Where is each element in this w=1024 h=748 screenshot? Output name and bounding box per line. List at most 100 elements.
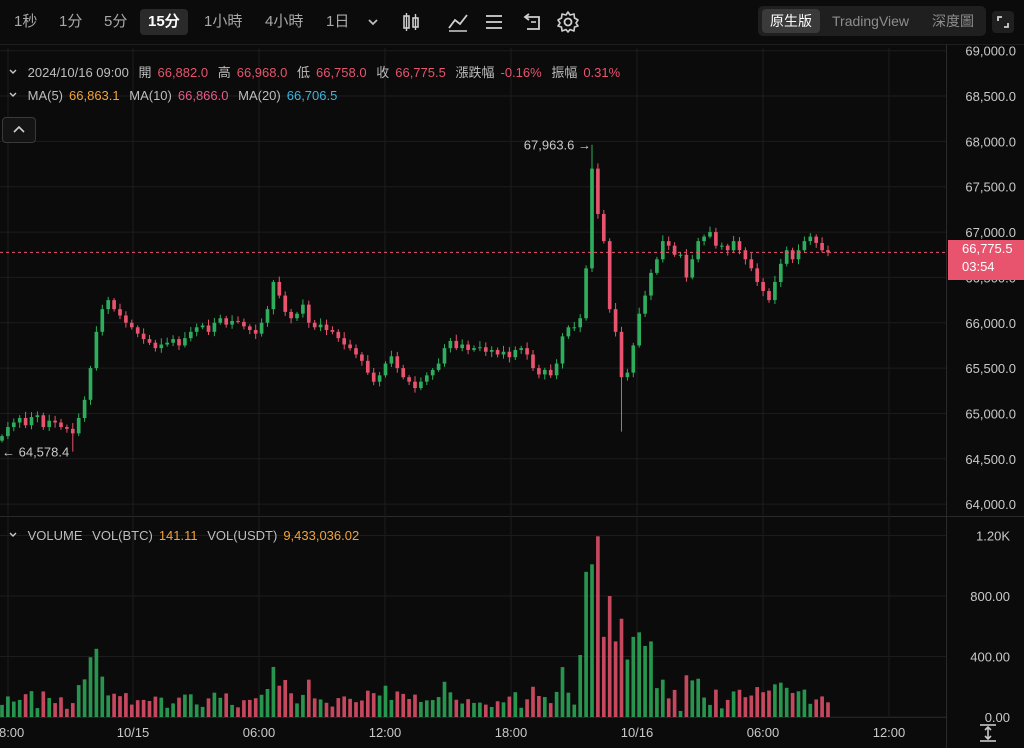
- volume-bar: [94, 648, 99, 717]
- candle-body: [489, 349, 494, 352]
- open-value: 66,882.0: [157, 65, 209, 80]
- candle-body: [672, 245, 677, 255]
- volume-bar: [436, 697, 441, 717]
- candle-body: [277, 281, 282, 296]
- candle-body: [289, 311, 293, 319]
- candle-body: [194, 327, 199, 332]
- volume-bar: [336, 698, 341, 717]
- candle-body: [135, 327, 140, 334]
- time-tick-label: 06:00: [747, 725, 780, 740]
- volume-bar: [560, 667, 565, 717]
- candle-body: [519, 348, 524, 350]
- view-tradingview-tab[interactable]: TradingView: [832, 13, 910, 29]
- volume-bar: [371, 693, 376, 717]
- timeframe-1s[interactable]: 1秒: [14, 13, 38, 30]
- chevron-down-icon[interactable]: [8, 90, 18, 100]
- candle-body: [336, 331, 341, 339]
- high-label: 高: [217, 65, 231, 80]
- volume-bar: [784, 687, 789, 717]
- candle-body: [542, 369, 547, 375]
- volume-bar: [360, 700, 364, 717]
- ma20-label: MA(20): [238, 88, 281, 103]
- volume-bar: [59, 697, 63, 717]
- candle-body: [41, 415, 46, 428]
- volume-bar: [601, 636, 606, 717]
- volume-bar: [448, 692, 453, 717]
- scale-reset-icon[interactable]: [976, 722, 1000, 744]
- candle-body: [660, 241, 665, 260]
- candle-body: [88, 368, 93, 400]
- timeframe-15m[interactable]: 15分: [140, 9, 188, 35]
- candle-body: [129, 322, 134, 328]
- volume-bar: [690, 680, 695, 717]
- candle-body: [23, 417, 28, 426]
- view-native-tab[interactable]: 原生版: [762, 9, 820, 33]
- candle-body: [47, 420, 52, 428]
- candle-body: [377, 375, 382, 382]
- candle-body: [613, 309, 618, 332]
- collapse-legend-button[interactable]: [2, 117, 36, 143]
- replay-icon[interactable]: [520, 9, 546, 35]
- view-depth-tab[interactable]: 深度圖: [932, 13, 974, 29]
- candle-body: [383, 363, 388, 376]
- volume-bar: [129, 704, 134, 717]
- candle-body: [29, 417, 34, 426]
- candle-body: [460, 344, 465, 349]
- chevron-down-icon[interactable]: [360, 9, 386, 35]
- amplitude-value: 0.31%: [583, 65, 621, 80]
- high-annotation: 67,963.6 →: [524, 138, 591, 153]
- gear-icon[interactable]: [555, 9, 581, 35]
- candle-body: [271, 281, 276, 310]
- candle-body: [365, 360, 370, 373]
- timeframe-5m[interactable]: 5分: [104, 13, 128, 30]
- candle-body: [820, 242, 824, 251]
- chevron-down-icon[interactable]: [8, 530, 18, 540]
- volume-bar: [525, 699, 529, 717]
- indicator-icon[interactable]: [445, 9, 471, 35]
- candle-body: [118, 309, 122, 316]
- price-tick-label: 64,500.0: [965, 452, 1016, 467]
- candle-body: [690, 259, 695, 278]
- volume-bar: [613, 641, 618, 717]
- candle-body: [495, 349, 500, 355]
- volume-bar: [35, 708, 40, 717]
- volume-bar: [159, 697, 164, 717]
- volume-bar: [708, 704, 712, 717]
- ma10-label: MA(10): [129, 88, 172, 103]
- time-tick-label: 10/16: [621, 725, 654, 740]
- chevron-down-icon[interactable]: [8, 67, 18, 77]
- timeframe-1d[interactable]: 1日: [326, 13, 350, 30]
- candle-body: [171, 339, 175, 343]
- low-value: 66,758.0: [315, 65, 367, 80]
- candle-body: [283, 295, 288, 312]
- timeframe-1h[interactable]: 1小時: [204, 13, 243, 30]
- candlestick-icon[interactable]: [398, 9, 424, 35]
- candle-body: [35, 415, 40, 418]
- candle-body: [295, 313, 299, 319]
- candle-body: [212, 322, 217, 332]
- fullscreen-icon[interactable]: [990, 9, 1016, 35]
- volume-bar: [495, 701, 500, 717]
- volume-bar: [112, 693, 116, 717]
- timeframe-4h[interactable]: 4小時: [265, 13, 304, 30]
- time-tick-label: 18:00: [0, 725, 24, 740]
- volume-legend: VOLUME VOL(BTC) 141.11 VOL(USDT) 9,433,036…: [8, 528, 365, 543]
- vol-usdt-value: 9,433,036.02: [283, 528, 360, 543]
- candle-body: [6, 427, 10, 437]
- volume-bar: [330, 706, 335, 717]
- candle-body: [112, 300, 116, 310]
- candle-body: [65, 427, 69, 429]
- close-label: 收: [376, 65, 390, 80]
- volume-bar: [513, 692, 518, 717]
- volume-bar: [265, 689, 270, 717]
- volume-bar: [47, 697, 52, 717]
- volume-bar: [637, 632, 642, 717]
- candle-body: [159, 344, 164, 349]
- candle-body: [625, 372, 630, 378]
- timeframe-1m[interactable]: 1分: [59, 13, 83, 30]
- list-icon[interactable]: [481, 9, 507, 35]
- candle-body: [389, 356, 394, 364]
- volume-bar: [289, 693, 293, 717]
- volume-bar: [118, 696, 122, 717]
